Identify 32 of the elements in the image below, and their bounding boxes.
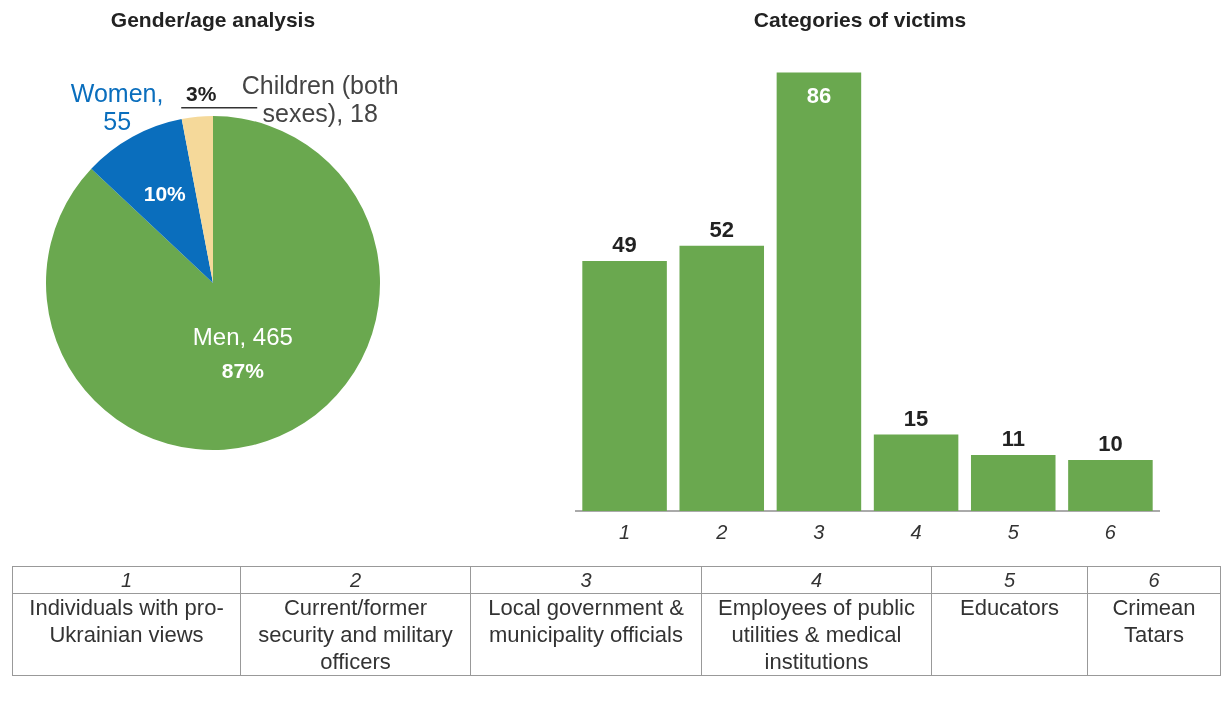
text: Individuals with pro-Ukrainian views [12, 593, 241, 676]
category-label: 2 [349, 569, 362, 591]
x-tick-label: 4 [910, 520, 922, 543]
chart-title: Categories of victims [752, 8, 968, 32]
data-label: 15 [903, 405, 929, 431]
text: Local government & municipality officials [470, 593, 702, 676]
data-label: 49 [612, 232, 637, 258]
data-label: 10% [143, 181, 187, 205]
data-label: 3% [186, 81, 217, 105]
x-tick-label: 6 [1104, 520, 1117, 543]
slice-label: Children (both sexes), 18 [241, 70, 399, 127]
x-tick-label: 2 [715, 520, 728, 543]
data-label: 11 [1001, 425, 1025, 451]
text: Employees of public utilities & medical institutions [701, 593, 932, 676]
x-tick-label: 1 [619, 520, 631, 543]
data-label: 86 [806, 83, 832, 109]
slice-label: Men, 465 [192, 322, 293, 350]
category-label: 3 [580, 569, 592, 591]
category-label: 1 [120, 569, 133, 591]
text: Crimean Tatars [1087, 593, 1221, 676]
text: Educators [931, 593, 1088, 676]
slice-label: Women, 55 [70, 78, 164, 135]
category-label: 4 [810, 569, 823, 591]
x-tick-label: 5 [1007, 520, 1020, 543]
data-label: 52 [709, 216, 734, 242]
x-tick-label: 3 [813, 520, 825, 543]
chart-title: Gender/age analysis [109, 8, 317, 32]
category-label: 5 [1003, 569, 1016, 591]
category-label: 6 [1148, 569, 1160, 591]
text: Current/former security and military officers [240, 593, 471, 676]
data-label: 87% [221, 358, 265, 382]
data-label: 10 [1098, 431, 1123, 457]
